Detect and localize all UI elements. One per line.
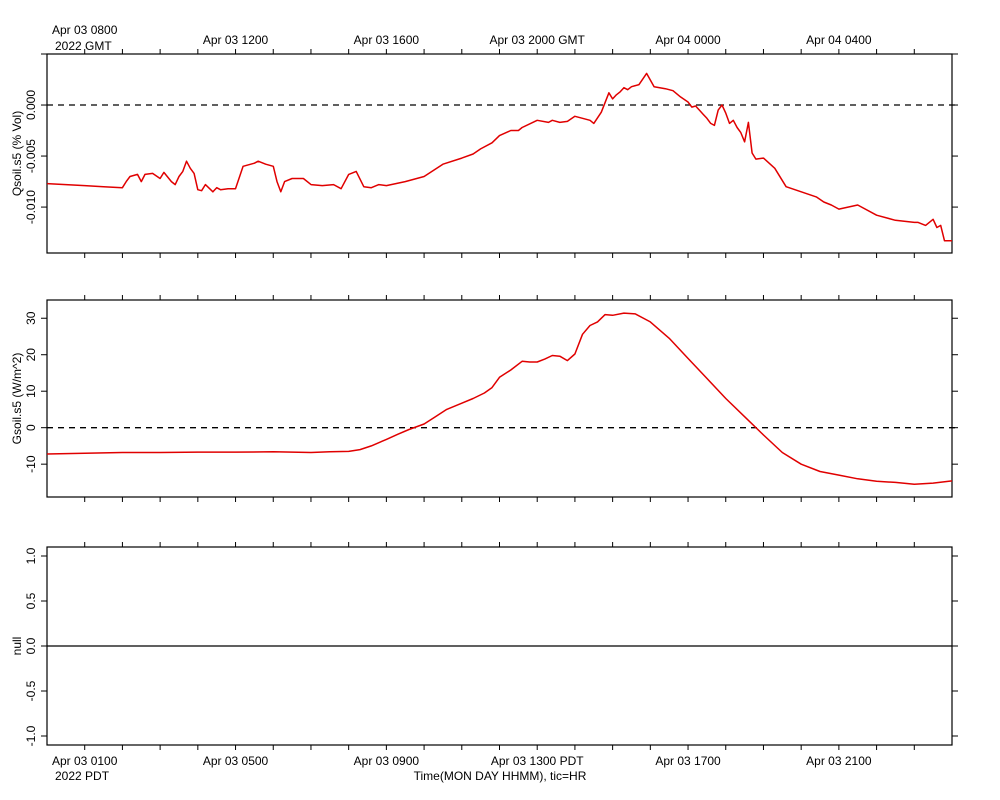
y-tick-label: 0.0 bbox=[24, 637, 38, 654]
y-tick-label: 10 bbox=[24, 384, 38, 398]
top-axis-label: Apr 04 0000 bbox=[655, 33, 721, 47]
y-tick-label: -1.0 bbox=[24, 725, 38, 746]
bottom-axis-label: Apr 03 0900 bbox=[354, 754, 420, 768]
top-axis-label: Apr 03 2000 GMT bbox=[490, 33, 586, 47]
top-axis-label: Apr 03 0800 bbox=[52, 23, 118, 37]
y-tick-label: 20 bbox=[24, 348, 38, 362]
y-axis-label: null bbox=[10, 637, 24, 656]
bottom-axis-first-label-line2: 2022 PDT bbox=[55, 769, 110, 783]
top-time-axis: Apr 03 0800 Apr 03 1200 Apr 03 1600 Apr 03 … bbox=[52, 23, 872, 47]
qsoil-series-line bbox=[46, 72, 952, 242]
bottom-axis-label: Apr 03 0500 bbox=[203, 754, 269, 768]
gsoil-series-line bbox=[46, 312, 953, 485]
null-panel: 1.0 0.5 0.0 -0.5 -1.0 null bbox=[10, 542, 958, 750]
bottom-axis-label: Apr 03 1700 bbox=[655, 754, 721, 768]
y-tick-label: -0.005 bbox=[24, 139, 38, 173]
y-tick-label: -0.010 bbox=[24, 190, 38, 224]
plot-frame bbox=[46, 299, 953, 498]
bottom-axis-label: Apr 03 1300 PDT bbox=[491, 754, 584, 768]
y-axis-label: Qsoil.s5 (% Vol) bbox=[10, 111, 24, 196]
top-axis-first-label-line2: 2022 GMT bbox=[55, 39, 112, 53]
top-axis-label: Apr 03 1600 bbox=[354, 33, 420, 47]
top-axis-label: Apr 03 1200 bbox=[203, 33, 269, 47]
y-tick-label: 0 bbox=[24, 424, 38, 431]
y-axis-label: Gsoil.s5 (W/m^2) bbox=[10, 353, 24, 445]
y-tick-label: 1.0 bbox=[24, 547, 38, 564]
bottom-time-axis: Apr 03 0100 Apr 03 0500 Apr 03 0900 Apr 03 … bbox=[52, 754, 872, 768]
y-tick-label: 0.000 bbox=[24, 90, 38, 120]
y-tick-label: 0.5 bbox=[24, 592, 38, 609]
y-tick-label: 30 bbox=[24, 311, 38, 325]
bottom-axis-label: Apr 03 2100 bbox=[806, 754, 872, 768]
y-tick-label: -10 bbox=[24, 455, 38, 473]
top-axis-label: Apr 04 0400 bbox=[806, 33, 872, 47]
plot-frame bbox=[46, 53, 953, 254]
y-tick-label: -0.5 bbox=[24, 680, 38, 701]
bottom-axis-label: Apr 03 0100 bbox=[52, 754, 118, 768]
bottom-axis-title: Time(MON DAY HHMM), tic=HR bbox=[414, 769, 587, 783]
